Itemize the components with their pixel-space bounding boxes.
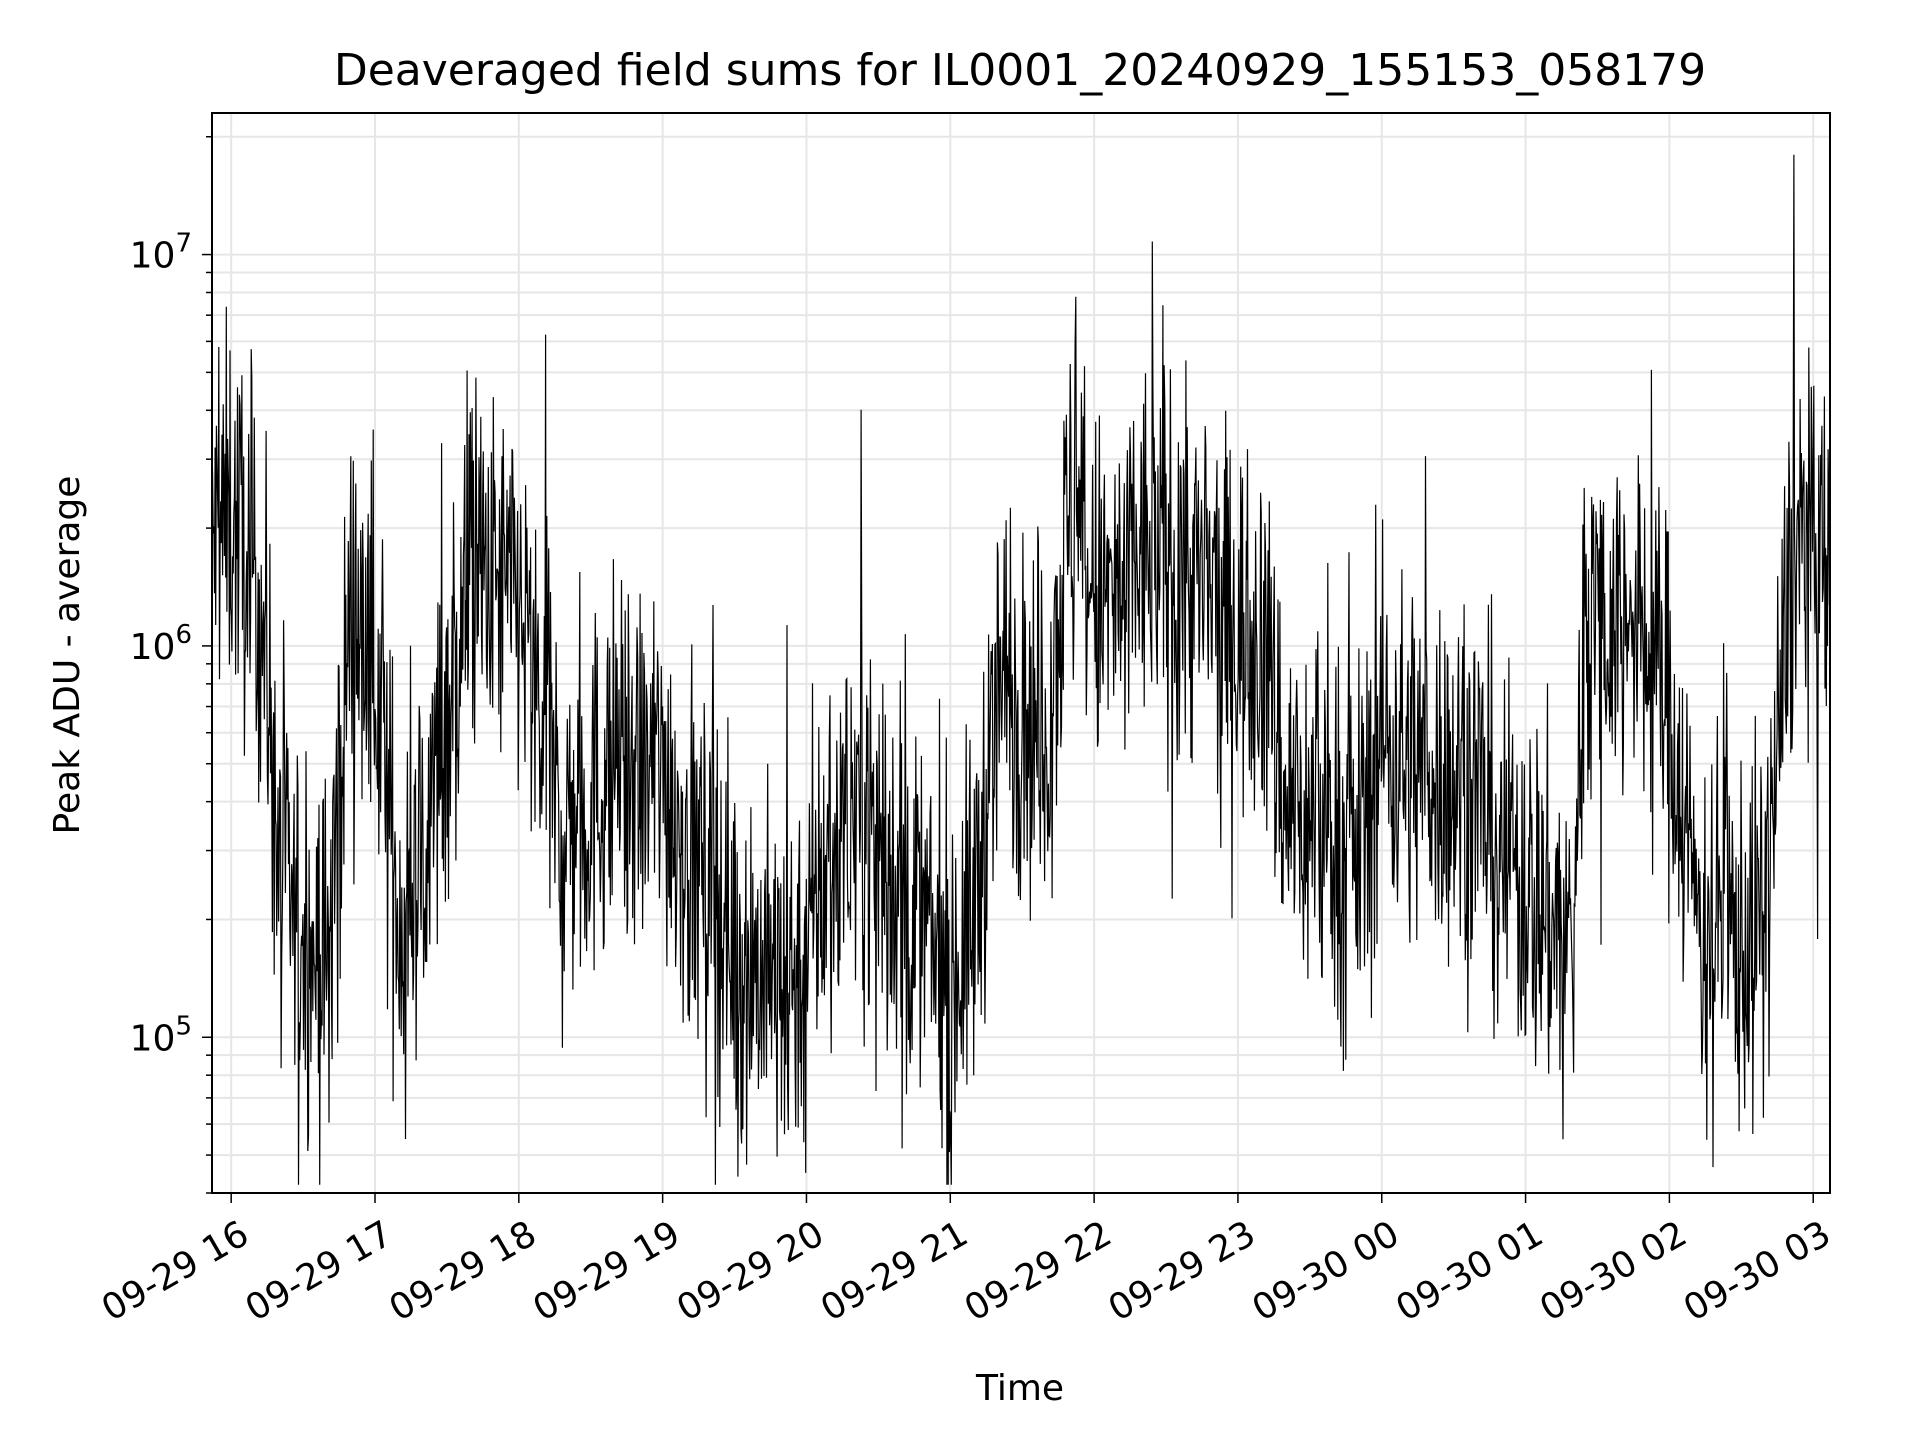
y-tick-label: 107 (130, 229, 192, 277)
y-tick-base: 10 (130, 1018, 176, 1059)
chart-title: Deaveraged field sums for IL0001_2024092… (334, 45, 1706, 96)
y-tick-exponent: 7 (175, 229, 192, 259)
series-layer (211, 154, 1831, 1185)
y-tick-label: 105 (130, 1011, 192, 1059)
x-axis-label: Time (975, 1368, 1064, 1409)
y-tick-exponent: 5 (175, 1011, 192, 1041)
data-series-line (211, 154, 1831, 1185)
y-axis-label: Peak ADU - average (47, 476, 88, 835)
y-tick-base: 10 (130, 236, 176, 277)
y-tick-exponent: 6 (175, 620, 192, 650)
plot-frame (211, 112, 1831, 1194)
y-tick-base: 10 (130, 627, 176, 668)
y-tick-label: 106 (130, 620, 192, 668)
